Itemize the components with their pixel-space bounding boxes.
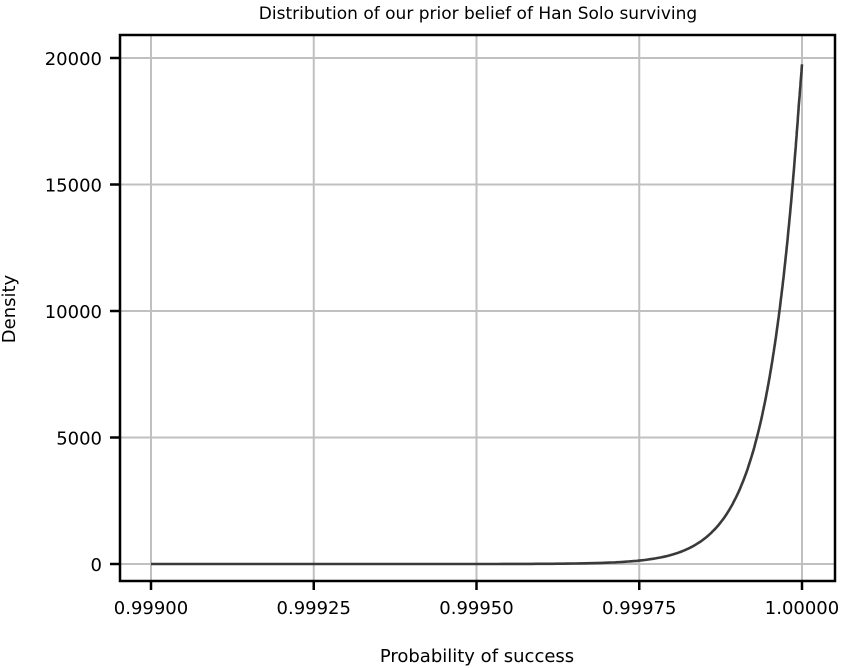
x-tick-label: 0.99950 bbox=[439, 598, 513, 619]
chart-title: Distribution of our prior belief of Han … bbox=[259, 4, 697, 24]
y-tick-label: 10000 bbox=[45, 302, 102, 323]
density-curve bbox=[151, 64, 804, 566]
y-tick-label: 0 bbox=[91, 555, 102, 576]
plot-area bbox=[151, 64, 804, 566]
y-axis: 0 5000 10000 15000 20000 bbox=[45, 49, 120, 576]
x-tick-label: 0.99925 bbox=[277, 598, 351, 619]
y-axis-label: Density bbox=[0, 274, 20, 343]
y-tick-label: 5000 bbox=[56, 429, 102, 450]
grid-lines bbox=[120, 35, 835, 581]
x-tick-label: 0.99975 bbox=[602, 598, 676, 619]
x-axis-label: Probability of success bbox=[380, 646, 574, 667]
y-tick-label: 20000 bbox=[45, 49, 102, 70]
y-tick-label: 15000 bbox=[45, 176, 102, 197]
x-axis: 0.99900 0.99925 0.99950 0.99975 1.00000 bbox=[114, 581, 839, 619]
x-tick-label: 0.99900 bbox=[114, 598, 188, 619]
x-tick-label: 1.00000 bbox=[765, 598, 839, 619]
